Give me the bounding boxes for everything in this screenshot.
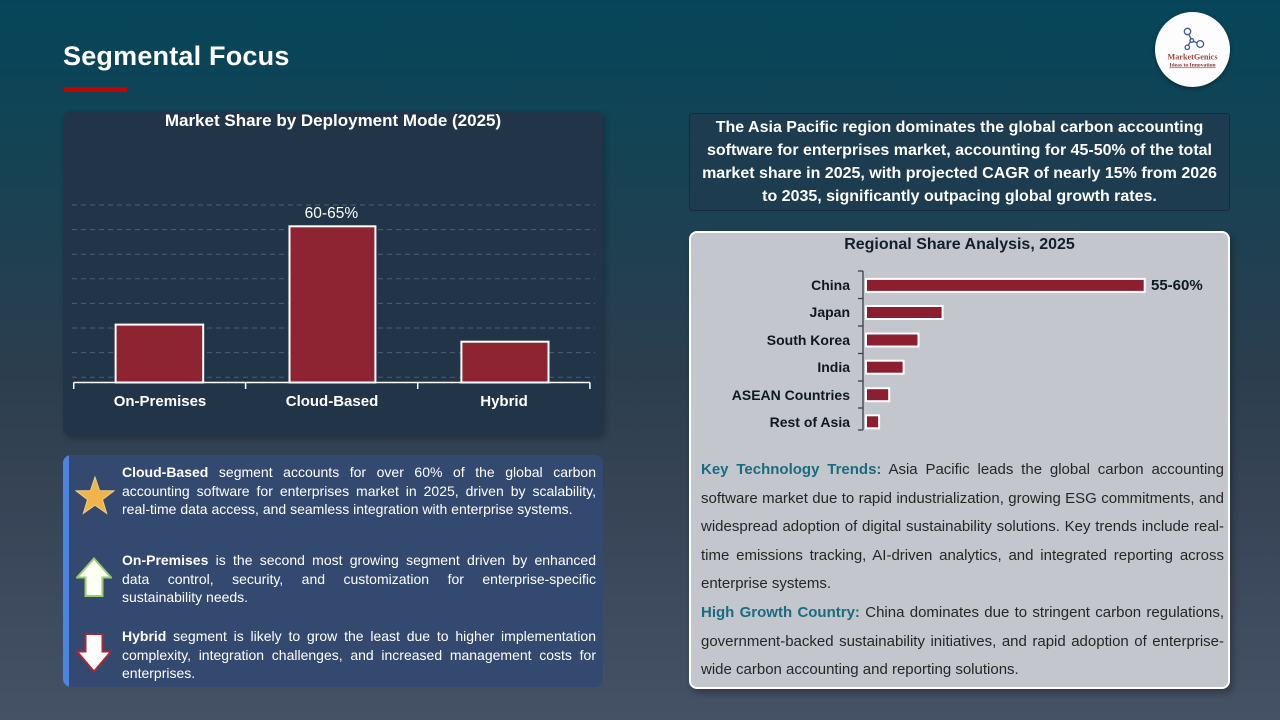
svg-text:Hybrid: Hybrid <box>480 393 528 410</box>
svg-text:55-60%: 55-60% <box>1151 277 1203 294</box>
svg-text:On-Premises: On-Premises <box>114 393 207 410</box>
svg-text:MarketGenics: MarketGenics <box>1167 53 1217 62</box>
svg-text:Ideas to Innovation: Ideas to Innovation <box>1169 63 1216 69</box>
svg-text:Cloud-Based: Cloud-Based <box>286 393 379 410</box>
svg-text:60-65%: 60-65% <box>305 205 359 222</box>
